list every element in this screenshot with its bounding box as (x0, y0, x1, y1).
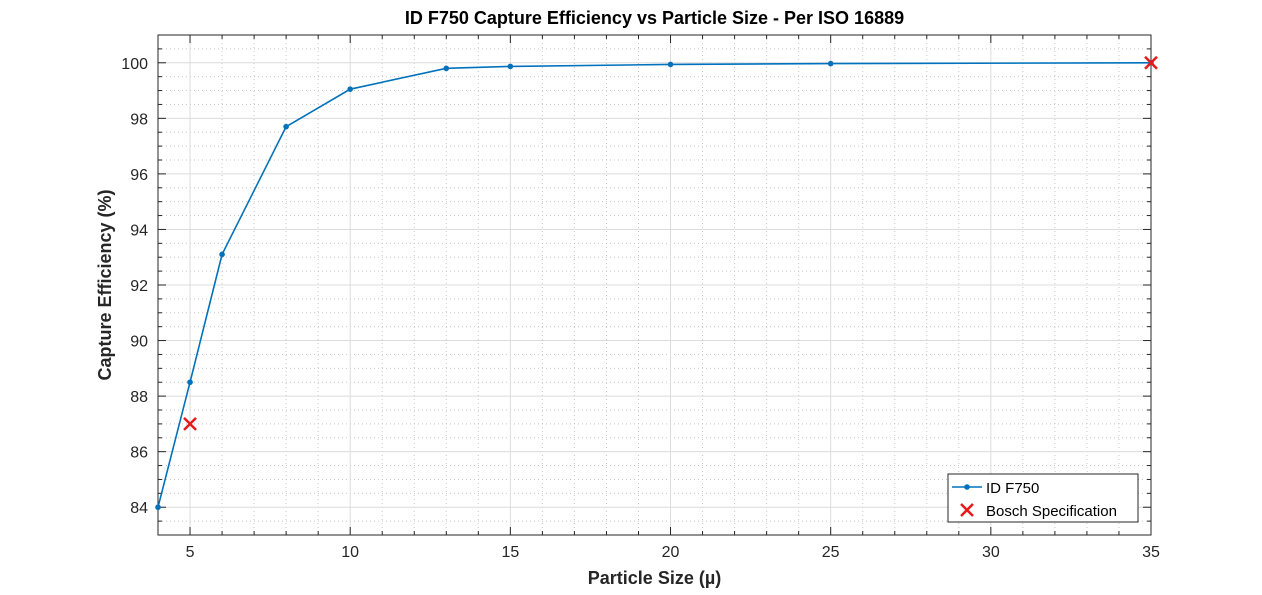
legend-label: ID F750 (986, 480, 1039, 497)
data-point-id-f750 (827, 60, 834, 67)
legend-x-marker-icon (960, 503, 974, 517)
x-tick-label: 30 (982, 544, 1000, 561)
x-tick-label: 10 (341, 544, 359, 561)
legend-dot-icon (964, 484, 970, 490)
x-tick-label: 35 (1142, 544, 1160, 561)
y-tick-label: 100 (121, 56, 148, 73)
plot-area-border (157, 34, 1152, 536)
chart-title: ID F750 Capture Efficiency vs Particle S… (405, 8, 904, 28)
data-point-id-f750 (187, 379, 193, 386)
y-tick-label: 84 (130, 500, 148, 517)
x-tick-label: 20 (662, 544, 680, 561)
data-point-bosch-specification (1144, 55, 1158, 70)
data-point-id-f750 (283, 123, 289, 130)
data-point-id-f750 (667, 61, 674, 68)
y-axis-label: Capture Efficiency (%) (95, 189, 115, 380)
data-point-id-f750 (443, 65, 450, 72)
data-point-id-f750 (507, 63, 514, 70)
y-tick-label: 86 (130, 445, 148, 462)
legend-label: Bosch Specification (986, 503, 1117, 520)
x-tick-label: 15 (501, 544, 519, 561)
x-tick-label: 5 (186, 544, 195, 561)
y-tick-label: 92 (130, 278, 148, 295)
y-tick-label: 98 (130, 111, 148, 128)
data-point-id-f750 (219, 251, 225, 258)
series-line-id-f750 (157, 61, 1152, 508)
data-point-bosch-specification (183, 417, 197, 431)
legend-box (947, 473, 1139, 523)
data-point-id-f750 (155, 504, 161, 511)
y-tick-label: 94 (130, 222, 148, 239)
data-point-id-f750 (347, 86, 353, 92)
y-tick-label: 88 (130, 389, 148, 406)
x-tick-label: 25 (822, 544, 840, 561)
y-tick-label: 96 (130, 167, 148, 184)
x-axis-label: Particle Size (µ) (588, 568, 721, 588)
y-tick-label: 90 (130, 334, 148, 351)
